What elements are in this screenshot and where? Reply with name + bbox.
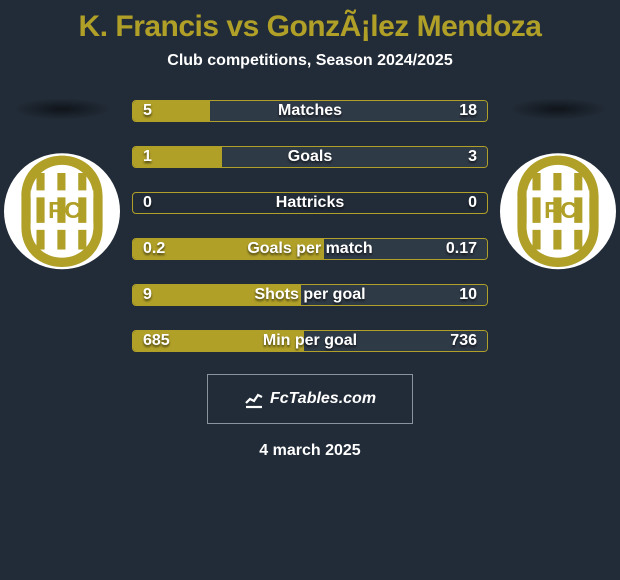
team-left-shadow — [12, 98, 112, 120]
stat-bar: 1 Goals 3 — [132, 146, 488, 168]
svg-text:C: C — [560, 197, 577, 223]
stat-left-value: 1 — [143, 148, 152, 166]
svg-text:C: C — [64, 197, 81, 223]
comparison-content: F C 5 Matches 18 1 Goals 3 0 Hattricks 0 0.2 Goals… — [0, 98, 620, 352]
page-subtitle: Club competitions, Season 2024/2025 — [0, 52, 620, 98]
stat-right-value: 18 — [459, 102, 477, 120]
team-right-logo: F C — [500, 144, 616, 279]
stat-left-value: 0 — [143, 194, 152, 212]
stat-metric-label: Goals — [288, 148, 332, 166]
stat-bar: 0.2 Goals per match 0.17 — [132, 238, 488, 260]
stat-right-value: 10 — [459, 286, 477, 304]
date-label: 4 march 2025 — [0, 442, 620, 460]
team-left-logo: F C — [4, 144, 120, 279]
team-left-column: F C — [4, 98, 120, 279]
stat-bars: 5 Matches 18 1 Goals 3 0 Hattricks 0 0.2 Goals per… — [132, 98, 488, 352]
watermark: FcTables.com — [207, 374, 413, 424]
page-title: K. Francis vs GonzÃ¡lez Mendoza — [0, 0, 620, 52]
stat-bar: 9 Shots per goal 10 — [132, 284, 488, 306]
svg-text:F: F — [48, 197, 62, 223]
stat-metric-label: Min per goal — [263, 332, 357, 350]
stat-left-value: 0.2 — [143, 240, 165, 258]
stat-right-value: 0.17 — [446, 240, 477, 258]
stat-metric-label: Matches — [278, 102, 342, 120]
stat-right-value: 0 — [468, 194, 477, 212]
stat-metric-label: Hattricks — [276, 194, 344, 212]
stat-bar-fill-right — [222, 147, 488, 167]
stat-bar-fill-right — [210, 101, 487, 121]
stat-right-value: 3 — [468, 148, 477, 166]
stat-right-value: 736 — [450, 332, 477, 350]
svg-text:F: F — [544, 197, 558, 223]
watermark-text: FcTables.com — [270, 390, 376, 408]
stat-bar: 5 Matches 18 — [132, 100, 488, 122]
stat-left-value: 685 — [143, 332, 170, 350]
watermark-icon — [244, 389, 264, 409]
stat-left-value: 5 — [143, 102, 152, 120]
team-right-shadow — [508, 98, 608, 120]
stat-bar: 0 Hattricks 0 — [132, 192, 488, 214]
stat-left-value: 9 — [143, 286, 152, 304]
team-right-column: F C — [500, 98, 616, 279]
stat-bar: 685 Min per goal 736 — [132, 330, 488, 352]
stat-metric-label: Goals per match — [247, 240, 372, 258]
stat-metric-label: Shots per goal — [254, 286, 365, 304]
